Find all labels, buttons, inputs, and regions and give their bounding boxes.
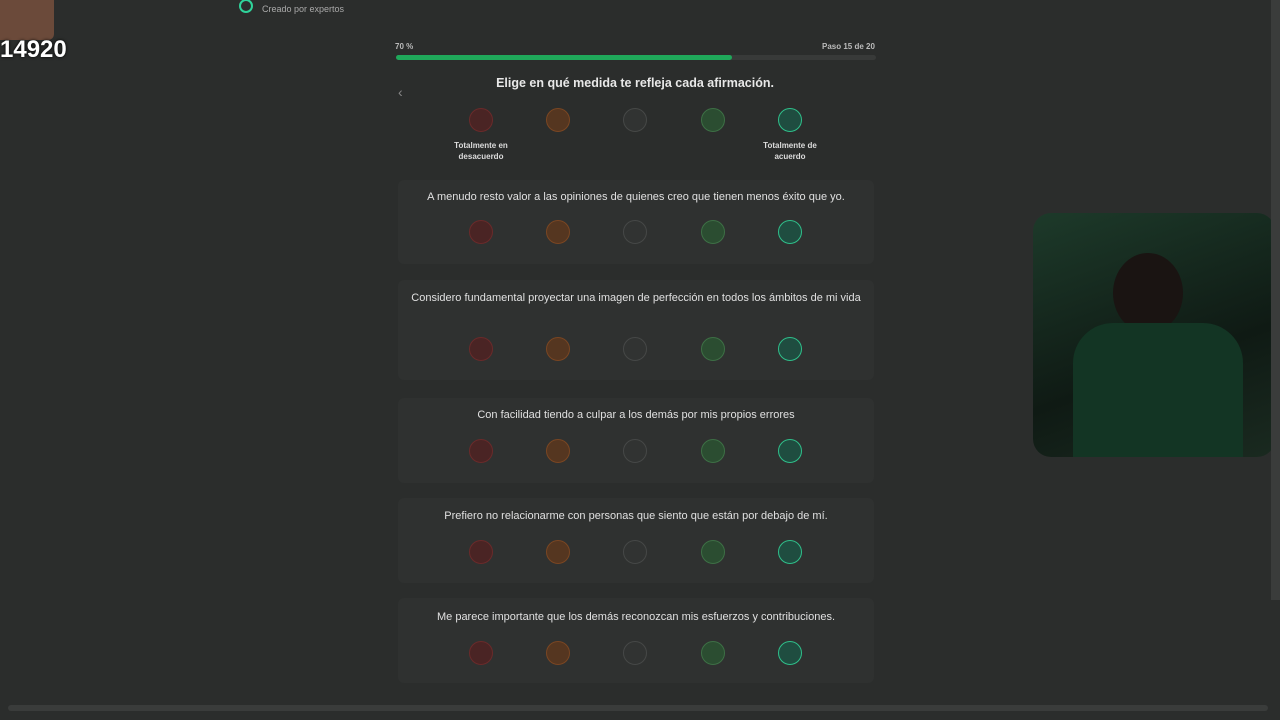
overlay-counter: 14920 (0, 36, 67, 63)
scale-left-label: Totalmente en desacuerdo (454, 141, 508, 161)
scrollbar-v[interactable] (1271, 0, 1280, 600)
option[interactable] (469, 439, 493, 463)
scale-title: Elige en qué medida te refleja cada afir… (496, 76, 774, 90)
option[interactable] (778, 337, 802, 361)
option[interactable] (778, 641, 802, 665)
option[interactable] (701, 108, 725, 132)
progress-label: 70 % (395, 42, 414, 51)
option[interactable] (546, 108, 570, 132)
option[interactable] (546, 337, 570, 361)
question-text: Me parece importante que los demás recon… (436, 611, 836, 623)
option[interactable] (778, 108, 802, 132)
step-label: Paso 15 de 20 (822, 42, 875, 51)
option[interactable] (701, 337, 725, 361)
question-card (398, 280, 874, 380)
option[interactable] (701, 220, 725, 244)
webcam (1033, 213, 1275, 457)
option[interactable] (778, 439, 802, 463)
progress-track (396, 55, 876, 60)
option[interactable] (623, 439, 647, 463)
logo (239, 0, 253, 13)
option[interactable] (546, 439, 570, 463)
question-text: Prefiero no relacionarme con personas qu… (444, 510, 828, 522)
scrollbar-h[interactable] (8, 705, 1268, 711)
option[interactable] (701, 439, 725, 463)
option[interactable] (546, 540, 570, 564)
option[interactable] (623, 108, 647, 132)
question-text: Considero fundamental proyectar una imag… (411, 292, 861, 304)
option[interactable] (778, 220, 802, 244)
option[interactable] (546, 220, 570, 244)
progress-fill (396, 55, 732, 60)
scale-right-label: Totalmente de acuerdo (763, 141, 817, 161)
option[interactable] (469, 108, 493, 132)
question-text: A menudo resto valor a las opiniones de … (427, 191, 845, 203)
option[interactable] (701, 540, 725, 564)
option[interactable] (546, 641, 570, 665)
option[interactable] (623, 641, 647, 665)
option[interactable] (778, 540, 802, 564)
option[interactable] (623, 220, 647, 244)
back-button[interactable]: ‹ (398, 84, 403, 100)
subtitle: Creado por expertos (262, 4, 345, 14)
option[interactable] (469, 337, 493, 361)
option[interactable] (469, 220, 493, 244)
option[interactable] (469, 641, 493, 665)
question-text: Con facilidad tiendo a culpar a los demá… (477, 409, 795, 421)
question-card (398, 598, 874, 683)
avatar (0, 0, 54, 40)
option[interactable] (701, 641, 725, 665)
option[interactable] (623, 540, 647, 564)
option[interactable] (469, 540, 493, 564)
option[interactable] (623, 337, 647, 361)
